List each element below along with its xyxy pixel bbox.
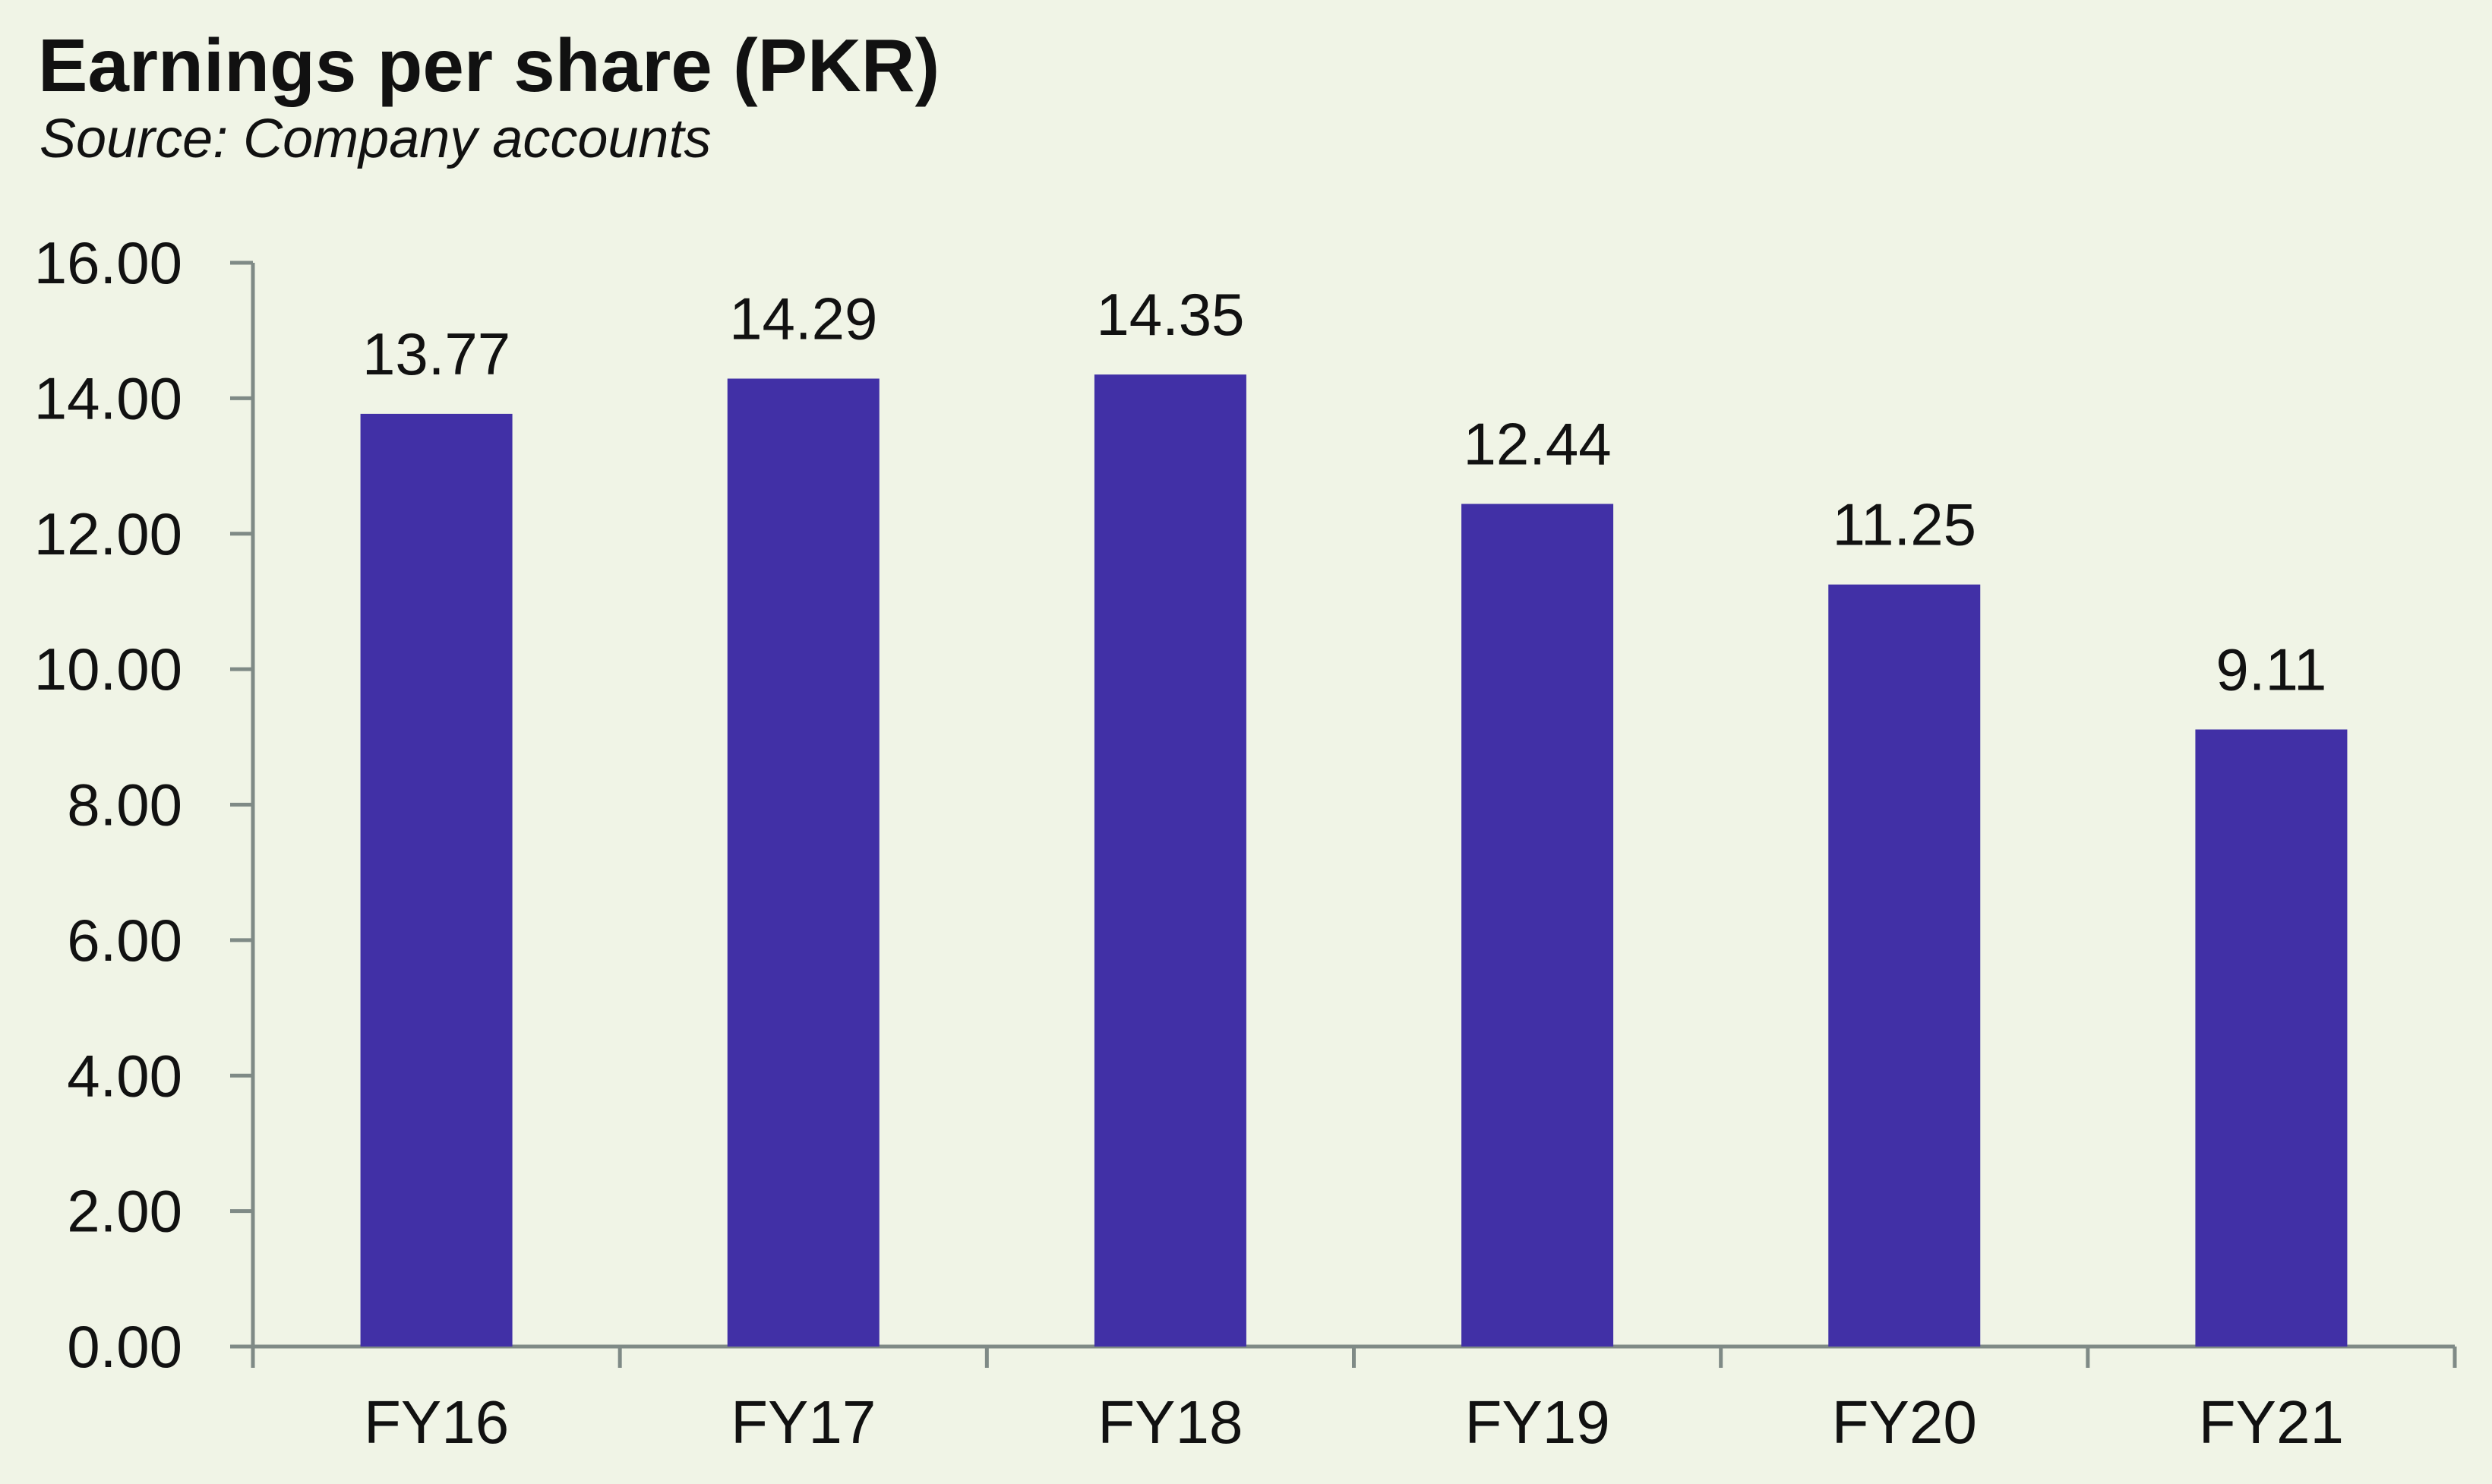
data-label-fy16: 13.77 xyxy=(362,320,510,387)
bar-fy21 xyxy=(2195,729,2348,1347)
data-label-fy20: 11.25 xyxy=(1833,491,1976,558)
bar-fy16 xyxy=(360,413,513,1347)
y-axis: 0.00 2.00 4.00 6.00 8.00 10.00 12.00 14.00 16.00 xyxy=(34,229,255,1380)
y-tick-label: 12.00 xyxy=(34,500,182,567)
y-tick-label: 6.00 xyxy=(67,907,182,974)
x-tick-label-fy16: FY16 xyxy=(364,1388,509,1456)
y-tick-label: 0.00 xyxy=(67,1313,182,1380)
x-tick-label-fy18: FY18 xyxy=(1098,1388,1243,1456)
data-label-fy21: 9.11 xyxy=(2216,636,2326,703)
bar-fy20 xyxy=(1828,584,1981,1347)
y-tick-label: 16.00 xyxy=(34,229,182,296)
y-tick-label: 8.00 xyxy=(67,772,182,838)
y-tick-label: 14.00 xyxy=(34,365,182,431)
y-tick-label: 4.00 xyxy=(67,1042,182,1109)
data-label-fy18: 14.35 xyxy=(1096,281,1244,348)
bar-fy17 xyxy=(727,378,880,1347)
data-labels: 13.77 14.29 14.35 12.44 11.25 9.11 xyxy=(362,281,2326,703)
y-tick-label: 10.00 xyxy=(34,636,182,703)
bar-fy19 xyxy=(1461,504,1614,1347)
bar-fy18 xyxy=(1094,374,1246,1347)
x-tick-label-fy20: FY20 xyxy=(1832,1388,1977,1456)
chart-title: Earnings per share (PKR) xyxy=(38,24,940,107)
data-label-fy19: 12.44 xyxy=(1463,411,1611,478)
x-tick-label-fy17: FY17 xyxy=(731,1388,876,1456)
x-tick-label-fy21: FY21 xyxy=(2199,1388,2344,1456)
x-tick-label-fy19: FY19 xyxy=(1464,1388,1609,1456)
bars xyxy=(360,374,2348,1347)
chart-subtitle: Source: Company accounts xyxy=(39,109,712,169)
data-label-fy17: 14.29 xyxy=(729,286,877,352)
x-axis: FY16 FY17 FY18 FY19 FY20 FY21 xyxy=(251,1344,2457,1456)
y-tick-label: 2.00 xyxy=(67,1178,182,1245)
